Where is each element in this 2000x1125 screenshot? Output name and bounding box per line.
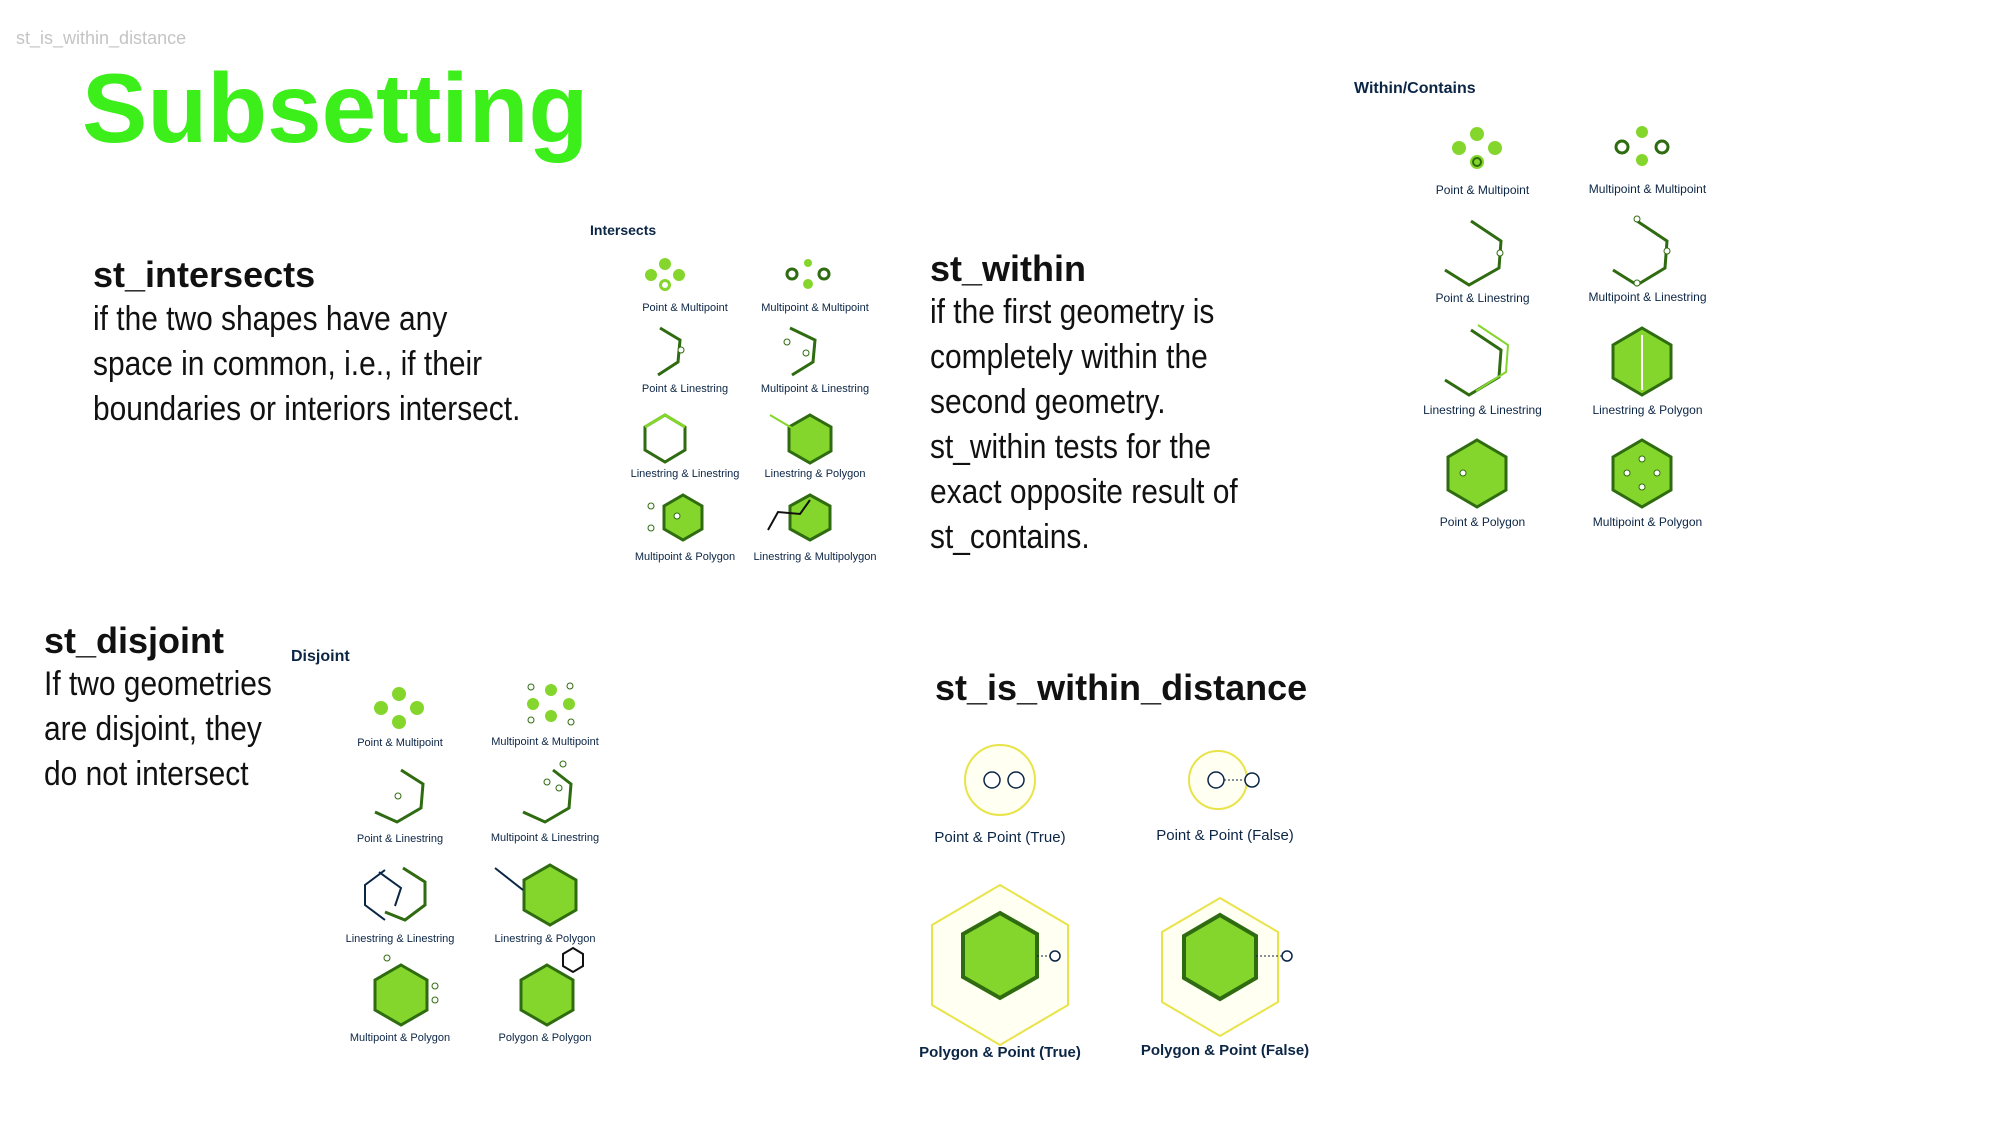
within-caption-1: Point & Multipoint: [1435, 183, 1530, 197]
page-title: Subsetting: [82, 53, 589, 163]
distance-caption-4: Polygon & Point (False): [1140, 1042, 1310, 1059]
disjoint-caption-8: Polygon & Polygon: [498, 1032, 592, 1044]
within-caption-4: Multipoint & Linestring: [1588, 290, 1707, 304]
intersects-heading: st_intersects: [93, 254, 316, 295]
distance-caption-1: Point & Point (True): [934, 829, 1066, 846]
within-panel-title: Within/Contains: [1354, 80, 1476, 97]
intersects-caption-4: Multipoint & Linestring: [760, 383, 870, 395]
within-caption-2: Multipoint & Multipoint: [1588, 182, 1707, 196]
disjoint-heading: st_disjoint: [44, 620, 225, 661]
within-diagram: [1444, 126, 1673, 509]
intersects-description: if the two shapes have any space in comm…: [93, 300, 521, 428]
intersects-caption-5: Linestring & Linestring: [630, 468, 740, 480]
distance-diagram: [931, 744, 1293, 1047]
distance-heading: st_is_within_distance: [935, 667, 1308, 708]
within-caption-5: Linestring & Linestring: [1423, 403, 1542, 417]
disjoint-caption-1: Point & Multipoint: [357, 737, 443, 749]
disjoint-description: If two geometries are disjoint, they do …: [44, 665, 272, 793]
slide-label: st_is_within_distance: [16, 28, 187, 48]
within-caption-3: Point & Linestring: [1435, 291, 1530, 305]
within-caption-7: Point & Polygon: [1439, 515, 1526, 529]
disjoint-caption-4: Multipoint & Linestring: [490, 832, 600, 844]
disjoint-caption-6: Linestring & Polygon: [494, 933, 596, 945]
intersects-caption-2: Multipoint & Multipoint: [761, 302, 869, 314]
intersects-caption-1: Point & Multipoint: [642, 302, 728, 314]
disjoint-caption-2: Multipoint & Multipoint: [491, 736, 599, 748]
within-caption-6: Linestring & Polygon: [1592, 403, 1703, 417]
disjoint-caption-3: Point & Linestring: [356, 833, 444, 845]
intersects-caption-3: Point & Linestring: [641, 383, 729, 395]
within-heading: st_within: [930, 248, 1087, 289]
disjoint-diagram: [364, 682, 584, 1027]
disjoint-caption-5: Linestring & Linestring: [345, 933, 455, 945]
within-description: if the first geometry is completely with…: [930, 293, 1238, 556]
distance-caption-2: Point & Point (False): [1156, 827, 1294, 844]
disjoint-panel-title: Disjoint: [291, 648, 350, 665]
disjoint-caption-7: Multipoint & Polygon: [349, 1032, 451, 1044]
intersects-caption-8: Linestring & Multipolygon: [753, 551, 877, 563]
intersects-caption-6: Linestring & Polygon: [764, 468, 866, 480]
intersects-panel-title: Intersects: [590, 222, 657, 238]
intersects-diagram: [643, 258, 833, 542]
intersects-caption-7: Multipoint & Polygon: [634, 551, 736, 563]
distance-caption-3: Polygon & Point (True): [919, 1044, 1081, 1061]
within-caption-8: Multipoint & Polygon: [1592, 515, 1703, 529]
